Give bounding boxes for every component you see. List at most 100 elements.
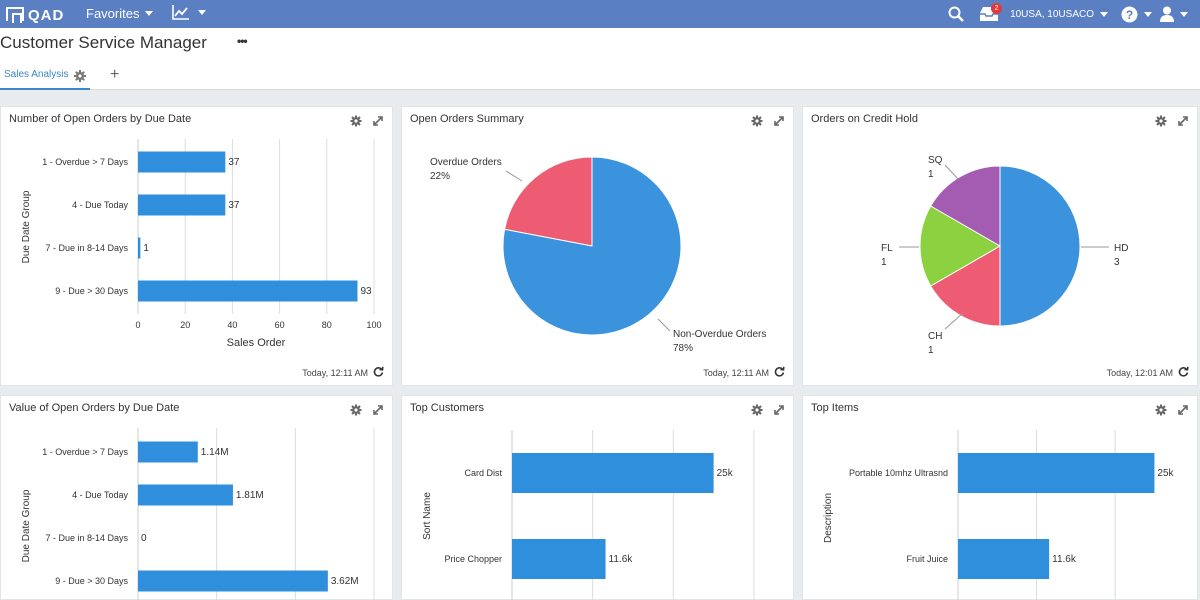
- open-orders-bar-chart: 0 20 40 60 80 100 1 - Overdue > 7 Days 37 4 - Du…: [21, 139, 382, 349]
- data-label: 1.81M: [236, 490, 264, 501]
- top-customers-bar-chart: Card Dist 25k Price Chopper 11.6k Sort Name: [422, 430, 755, 600]
- widget-tools: [1155, 114, 1189, 132]
- slice-name-label: HD: [1114, 243, 1128, 254]
- slice-value-label: 1: [928, 345, 934, 356]
- more-options-button[interactable]: •••: [237, 34, 248, 48]
- x-tick-label: 0: [135, 320, 140, 330]
- y-axis-title: Due Date Group: [21, 489, 32, 562]
- widget-tools: [350, 114, 384, 132]
- widget-title: Orders on Credit Hold: [811, 113, 918, 125]
- data-label: 25k: [1157, 468, 1174, 479]
- widget-tools: [350, 403, 384, 421]
- top-navigation-bar: QAD Favorites 2 10USA, 10USACO: [0, 0, 1200, 28]
- expand-icon[interactable]: [372, 403, 384, 421]
- x-tick-label: 80: [322, 320, 332, 330]
- gear-icon[interactable]: [751, 403, 763, 421]
- last-updated-time: Today, 12:11 AM: [703, 367, 769, 378]
- x-tick-label: 40: [227, 320, 237, 330]
- slice-value-label: 3: [1114, 257, 1120, 268]
- value-open-orders-bar-chart: 1 - Overdue > 7 Days 1.14M 4 - Due Today 1.…: [21, 428, 375, 600]
- category-label: 9 - Due > 30 Days: [55, 286, 128, 296]
- pie-slice: [930, 165, 1001, 247]
- page-title: Customer Service Manager: [0, 33, 207, 52]
- favorites-menu[interactable]: Favorites: [86, 6, 154, 21]
- chevron-down-icon: [145, 11, 154, 16]
- widget-tools: [751, 403, 785, 421]
- chevron-down-icon: [198, 9, 206, 15]
- help-menu[interactable]: ?: [1116, 0, 1156, 28]
- widget-tools: [1155, 403, 1189, 421]
- search-button[interactable]: [940, 0, 972, 28]
- y-axis-title: Sort Name: [422, 492, 433, 540]
- expand-icon[interactable]: [1177, 403, 1189, 421]
- data-label: 1.14M: [201, 447, 229, 458]
- widget-open-orders-summary: Open Orders Summary Overdue Orders 22% Non…: [401, 106, 794, 386]
- expand-icon[interactable]: [773, 114, 785, 132]
- expand-icon[interactable]: [1177, 114, 1189, 132]
- data-label: 3.62M: [331, 576, 359, 587]
- widget-value-of-open-orders: Value of Open Orders by Due Date 1 - Ove…: [0, 395, 393, 600]
- category-label: 9 - Due > 30 Days: [55, 576, 128, 586]
- gear-icon[interactable]: [1155, 114, 1167, 132]
- gear-icon[interactable]: [74, 70, 86, 82]
- widget-title: Top Items: [811, 402, 859, 414]
- add-tab-button[interactable]: +: [110, 66, 120, 83]
- slice-name-label: FL: [881, 243, 893, 254]
- bar: [138, 570, 328, 592]
- expand-icon[interactable]: [773, 403, 785, 421]
- trend-chart-icon: [172, 5, 189, 20]
- domain-selector[interactable]: 10USA, 10USACO: [1006, 0, 1116, 28]
- bar: [138, 441, 198, 463]
- notifications-button[interactable]: 2: [972, 0, 1006, 28]
- qad-logo[interactable]: QAD: [4, 4, 72, 24]
- x-tick-label: 20: [180, 320, 190, 330]
- slice-value-label: 1: [928, 169, 934, 180]
- domain-label: 10USA, 10USACO: [1010, 8, 1094, 20]
- leader-line: [657, 318, 671, 332]
- widget-orders-on-credit-hold: Orders on Credit Hold HD 3 CH 1 FL 1 SQ 1 Today…: [802, 106, 1198, 386]
- category-label: 7 - Due in 8-14 Days: [45, 243, 128, 253]
- bar: [138, 194, 226, 216]
- dashboard-tab-bar: Sales Analysis +: [0, 62, 1200, 90]
- leader-line: [944, 164, 959, 180]
- favorites-label: Favorites: [86, 6, 140, 21]
- category-label: 1 - Overdue > 7 Days: [42, 447, 128, 457]
- data-label: 11.6k: [1052, 554, 1077, 565]
- refresh-icon[interactable]: [774, 366, 785, 379]
- x-tick-label: 60: [275, 320, 285, 330]
- widget-title: Number of Open Orders by Due Date: [9, 113, 192, 125]
- analytics-menu[interactable]: [172, 4, 206, 20]
- category-label: 4 - Due Today: [72, 490, 128, 500]
- expand-icon[interactable]: [372, 114, 384, 132]
- last-updated-time: Today, 12:01 AM: [1106, 367, 1173, 378]
- help-icon: ?: [1121, 6, 1137, 22]
- widget-title: Value of Open Orders by Due Date: [9, 402, 180, 414]
- tab-label: Sales Analysis: [4, 69, 69, 80]
- slice-name-label: SQ: [928, 155, 943, 166]
- pie-slice: [999, 165, 1081, 327]
- qad-logo-mark-icon: [6, 7, 24, 23]
- category-label: 4 - Due Today: [72, 200, 128, 210]
- tab-sales-analysis[interactable]: Sales Analysis: [0, 62, 68, 90]
- data-label: 25k: [717, 468, 734, 479]
- data-label: 37: [228, 157, 240, 168]
- active-tab-indicator: [0, 88, 90, 90]
- category-label: 7 - Due in 8-14 Days: [45, 533, 128, 543]
- leader-line: [944, 312, 964, 330]
- gear-icon[interactable]: [1155, 403, 1167, 421]
- pie-slice: [919, 205, 1001, 287]
- leader-line: [505, 170, 523, 182]
- svg-text:?: ?: [1125, 8, 1132, 22]
- gear-icon[interactable]: [350, 403, 362, 421]
- refresh-icon[interactable]: [373, 366, 384, 379]
- qad-logo-text: QAD: [28, 7, 65, 24]
- search-icon: [948, 6, 964, 22]
- user-menu[interactable]: [1156, 0, 1192, 28]
- gear-icon[interactable]: [751, 114, 763, 132]
- refresh-icon[interactable]: [1178, 366, 1189, 379]
- gear-icon[interactable]: [350, 114, 362, 132]
- widget-top-customers: Top Customers Card Dist 25k Price Chopper 1…: [401, 395, 794, 600]
- slice-name-label: CH: [928, 331, 942, 342]
- bar: [512, 453, 714, 493]
- slice-name-label: Overdue Orders: [430, 157, 502, 168]
